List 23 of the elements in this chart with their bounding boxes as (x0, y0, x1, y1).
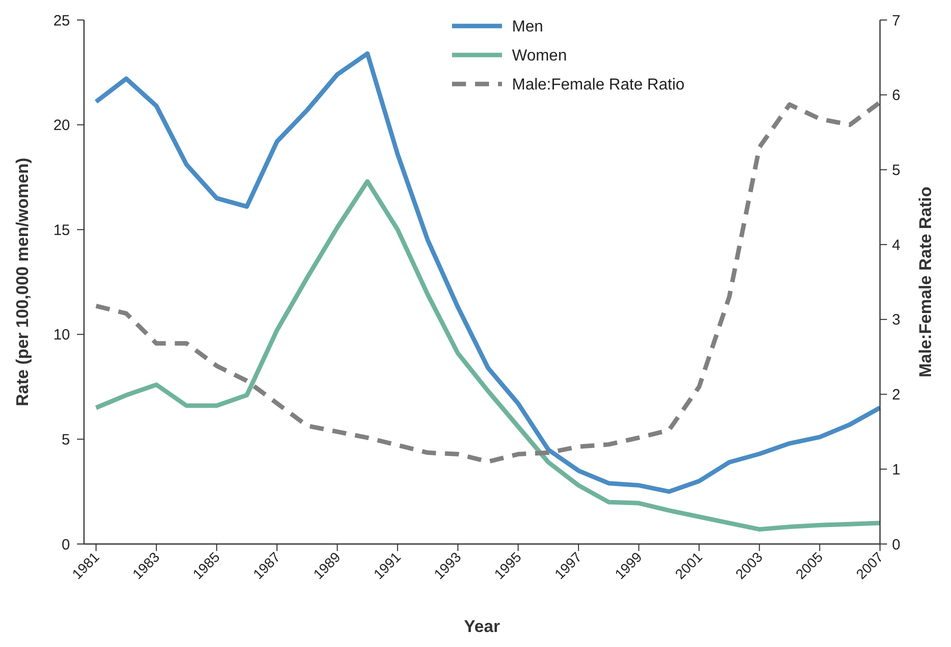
y-tick-label: 5 (62, 431, 70, 448)
y-tick-label: 15 (53, 222, 70, 239)
y-tick-label: 25 (53, 12, 70, 30)
line-series (94, 51, 882, 494)
legend-label: Men (512, 18, 544, 36)
y2-tick-label: 1 (892, 461, 900, 478)
y2-tick-label: 3 (892, 312, 900, 329)
legend-label: Women (512, 48, 567, 65)
y2-tick-label: 7 (892, 12, 900, 30)
x-axis-title: Year (464, 617, 500, 636)
legend-label: Male:Female Rate Ratio (512, 76, 685, 94)
y-tick-label: 0 (62, 536, 70, 554)
y2-tick-label: 0 (892, 536, 900, 554)
y2-tick-label: 2 (892, 386, 900, 404)
y2-tick-label: 6 (892, 87, 900, 104)
y-tick-label: 10 (53, 326, 70, 344)
y2-tick-label: 4 (892, 236, 900, 254)
line-series (94, 179, 882, 532)
y2-tick-label: 5 (892, 162, 900, 179)
y2-axis-title: Male:Female Rate Ratio (916, 186, 935, 378)
line-series (94, 100, 882, 464)
y-axis-title: Rate (per 100,000 men/women) (13, 158, 32, 406)
y-tick-label: 20 (53, 117, 70, 134)
